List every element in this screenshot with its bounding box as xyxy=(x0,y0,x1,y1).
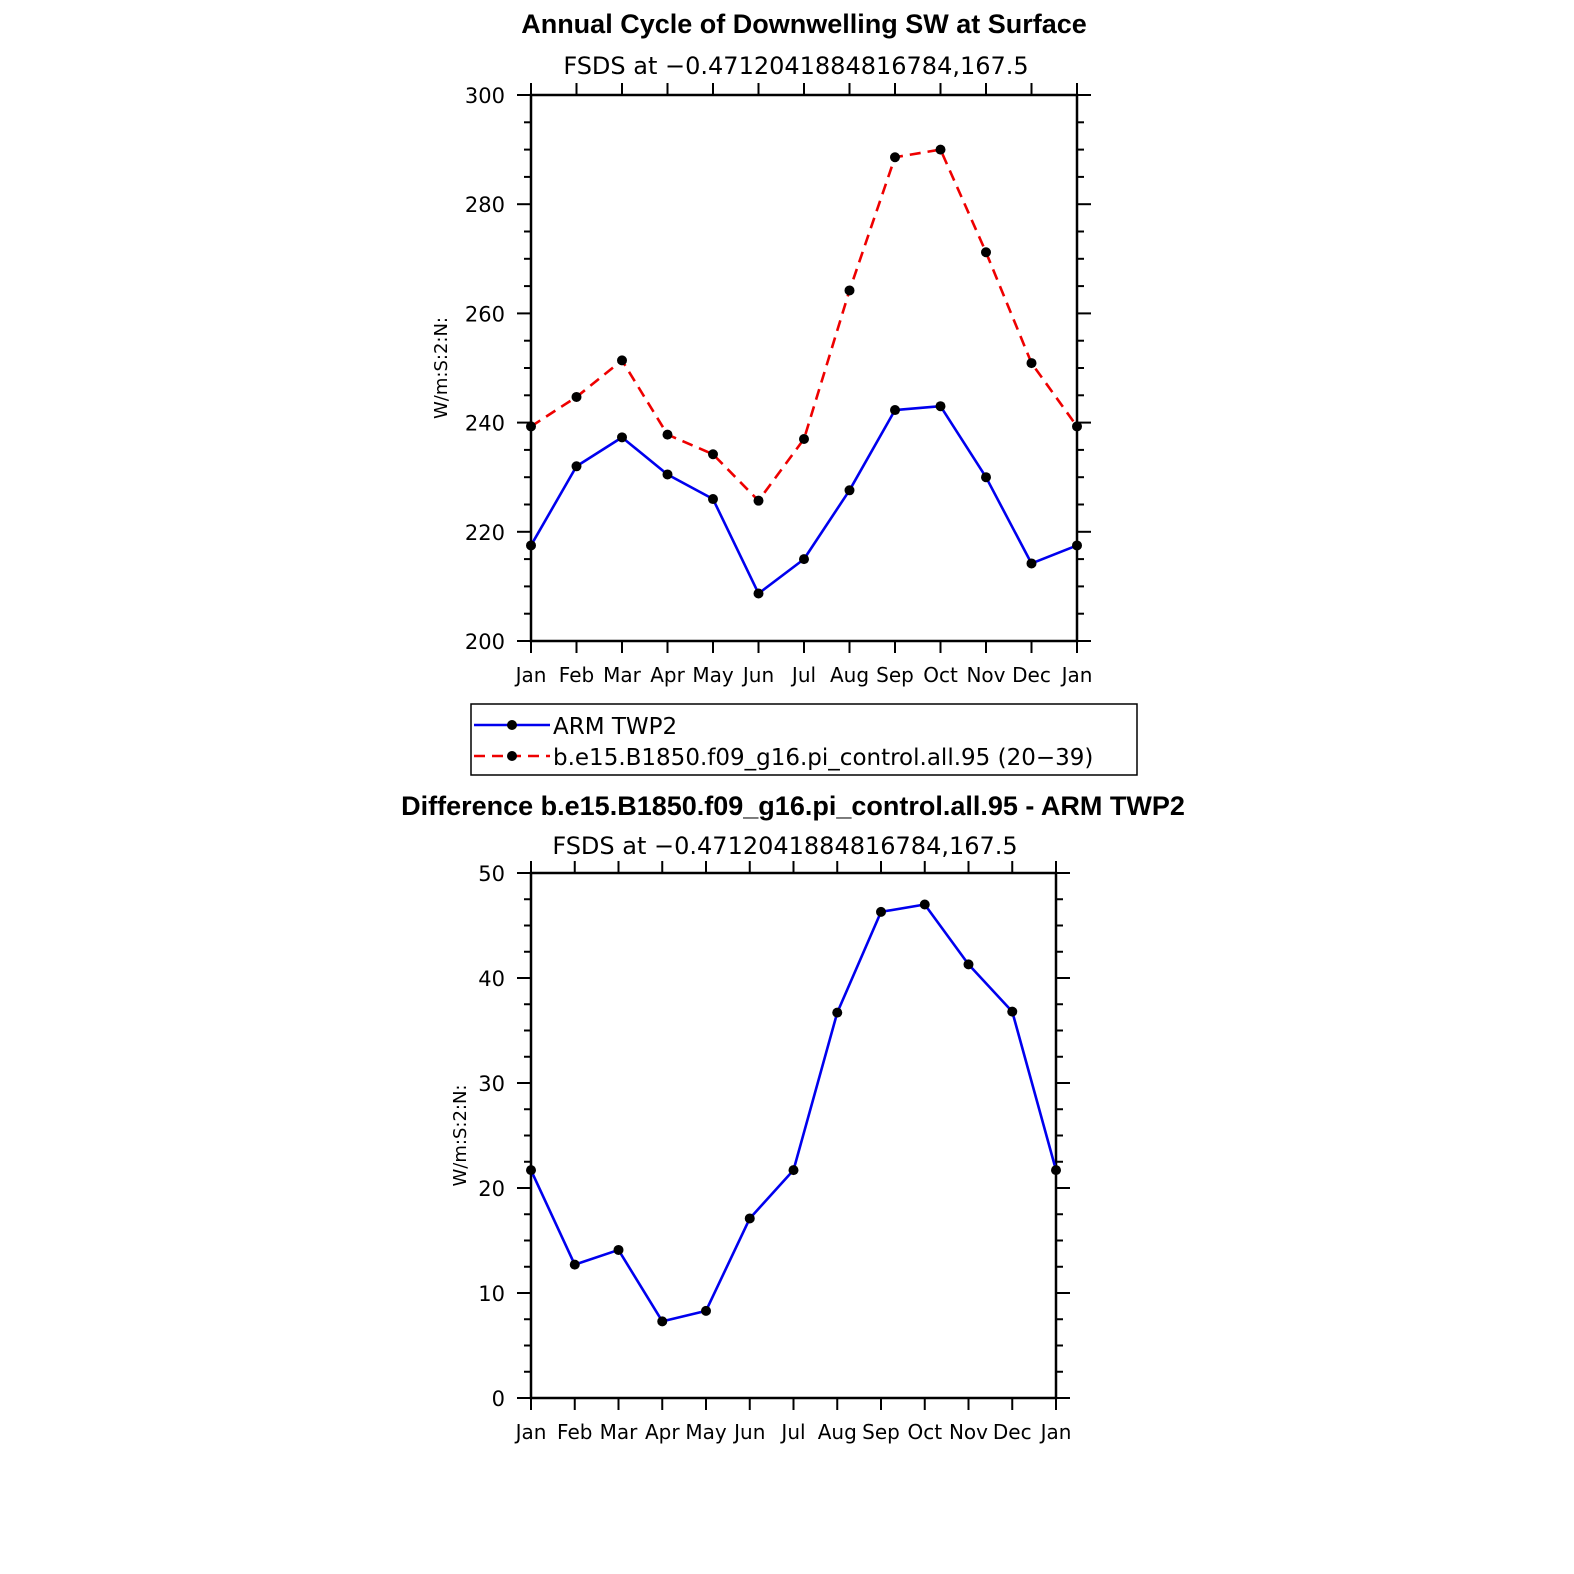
legend-swatch-marker xyxy=(507,720,517,730)
data-point xyxy=(890,405,900,416)
x-tick-label: Mar xyxy=(603,663,642,687)
x-tick-label: May xyxy=(692,663,734,687)
chart-title: Annual Cycle of Downwelling SW at Surfac… xyxy=(521,9,1087,39)
data-point xyxy=(832,1007,843,1018)
data-point xyxy=(526,540,536,551)
data-point xyxy=(844,285,855,296)
x-tick-label: Jan xyxy=(1060,663,1093,687)
y-tick-label: 200 xyxy=(465,630,505,654)
x-tick-label: Apr xyxy=(645,1420,680,1444)
data-point xyxy=(569,1259,580,1270)
x-tick-label: Aug xyxy=(818,1420,857,1444)
data-point xyxy=(799,554,809,565)
chart-subtitle: FSDS at −0.4712041884816784,167.5 xyxy=(552,832,1017,860)
data-point xyxy=(744,1213,755,1224)
legend-swatch-marker xyxy=(507,751,517,761)
data-point xyxy=(657,1316,668,1327)
chart-title: Difference b.e15.B1850.f09_g16.pi_contro… xyxy=(401,791,1185,821)
legend-box xyxy=(470,703,1138,776)
x-tick-label: Oct xyxy=(907,1420,942,1444)
y-tick-label: 0 xyxy=(492,1387,505,1411)
y-tick-label: 240 xyxy=(465,412,505,436)
data-point xyxy=(701,1305,711,1316)
data-point xyxy=(1026,558,1037,569)
x-tick-label: Jan xyxy=(1039,1420,1072,1444)
data-point xyxy=(613,1244,624,1255)
x-tick-label: Jan xyxy=(514,663,547,687)
data-point xyxy=(571,461,582,472)
data-point xyxy=(844,485,855,496)
data-point xyxy=(571,391,582,402)
y-tick-label: 30 xyxy=(478,1072,505,1096)
y-axis-label: W/m:S:2:N: xyxy=(431,317,452,419)
data-point xyxy=(617,355,627,366)
data-point xyxy=(890,152,900,163)
x-tick-label: Mar xyxy=(600,1420,639,1444)
x-tick-label: Feb xyxy=(557,1420,592,1444)
y-tick-label: 300 xyxy=(465,84,505,108)
x-tick-label: Jun xyxy=(732,1420,765,1444)
x-tick-label: Nov xyxy=(966,663,1005,687)
data-point xyxy=(708,494,718,505)
x-tick-label: May xyxy=(685,1420,727,1444)
x-tick-label: Aug xyxy=(830,663,869,687)
x-tick-label: Dec xyxy=(1012,663,1051,687)
data-point xyxy=(708,449,718,460)
y-axis-label: W/m:S:2:N: xyxy=(450,1085,471,1187)
x-tick-label: Sep xyxy=(876,663,914,687)
data-point xyxy=(963,959,974,970)
data-point xyxy=(788,1165,799,1176)
data-point xyxy=(919,899,930,910)
data-point xyxy=(662,469,673,480)
data-point xyxy=(526,1165,536,1176)
y-tick-label: 280 xyxy=(465,193,505,217)
difference-chart: Difference b.e15.B1850.f09_g16.pi_contro… xyxy=(401,791,1185,1444)
x-tick-label: Jul xyxy=(779,1420,805,1444)
y-tick-label: 20 xyxy=(478,1177,505,1201)
data-point xyxy=(799,433,809,444)
legend-entry: b.e15.B1850.f09_g16.pi_control.all.95 (2… xyxy=(553,745,1093,771)
x-tick-label: Sep xyxy=(862,1420,900,1444)
data-point xyxy=(1072,540,1082,551)
x-tick-label: Apr xyxy=(650,663,685,687)
chart-subtitle: FSDS at −0.4712041884816784,167.5 xyxy=(563,52,1028,80)
data-point xyxy=(662,429,673,440)
data-point xyxy=(753,588,764,599)
data-point xyxy=(617,432,627,443)
x-tick-label: Nov xyxy=(949,1420,988,1444)
x-tick-label: Feb xyxy=(559,663,594,687)
data-point xyxy=(1072,421,1082,432)
x-tick-label: Jul xyxy=(790,663,816,687)
annual-cycle-chart: Annual Cycle of Downwelling SW at Surfac… xyxy=(431,9,1092,687)
y-tick-label: 220 xyxy=(465,521,505,545)
data-point xyxy=(1026,358,1037,369)
data-point xyxy=(526,421,536,432)
data-point xyxy=(1051,1165,1061,1176)
x-tick-label: Jun xyxy=(741,663,774,687)
data-point xyxy=(981,247,991,258)
legend-entry: ARM TWP2 xyxy=(553,714,677,740)
legend: ARM TWP2 b.e15.B1850.f09_g16.pi_control.a… xyxy=(470,703,1138,776)
data-point xyxy=(753,495,764,506)
series-line xyxy=(529,903,1058,1323)
data-point xyxy=(1007,1006,1018,1017)
data-point xyxy=(935,144,946,155)
y-tick-label: 40 xyxy=(478,967,505,991)
series-line xyxy=(530,148,1079,502)
y-tick-label: 50 xyxy=(478,862,505,886)
x-tick-label: Oct xyxy=(923,663,958,687)
x-tick-label: Jan xyxy=(514,1420,547,1444)
data-point xyxy=(935,401,946,412)
y-tick-label: 10 xyxy=(478,1282,505,1306)
y-tick-label: 260 xyxy=(465,302,505,326)
x-tick-label: Dec xyxy=(993,1420,1032,1444)
data-point xyxy=(876,906,886,917)
data-point xyxy=(981,472,991,483)
plot-frame xyxy=(529,871,1058,1400)
